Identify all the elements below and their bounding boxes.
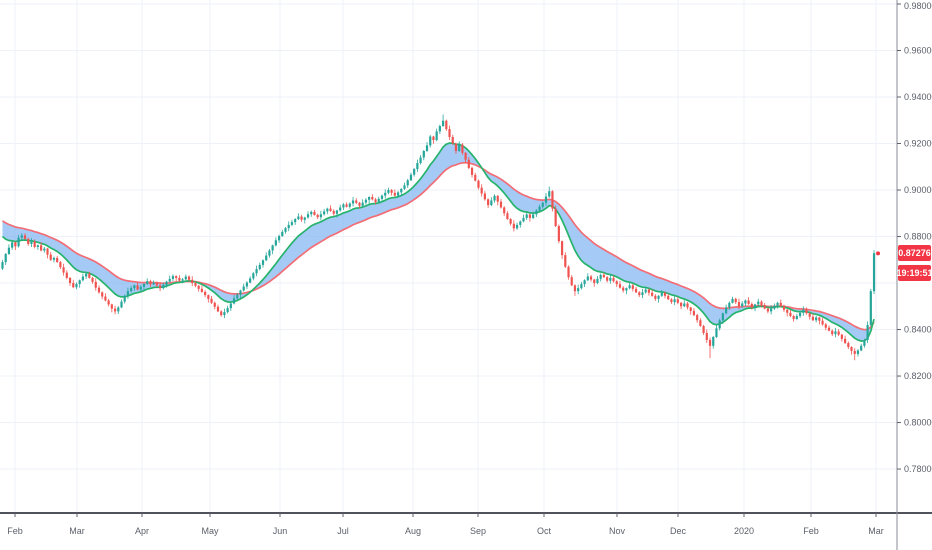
chart-pane[interactable] xyxy=(0,0,897,513)
x-axis-label: Sep xyxy=(470,526,486,536)
current-price-marker xyxy=(876,251,881,256)
bar-countdown-label: 19:19:51 xyxy=(896,265,932,281)
x-axis-label: Dec xyxy=(670,526,687,536)
grid xyxy=(0,0,897,513)
last-price-label: 0.87276 xyxy=(898,245,931,261)
x-axis-label: Aug xyxy=(405,526,421,536)
x-axis-label: Feb xyxy=(803,526,819,536)
candles xyxy=(1,114,876,361)
y-axis-label: 0.90000 xyxy=(904,185,932,195)
ribbon-fill xyxy=(2,143,874,341)
x-axis-label: 2020 xyxy=(734,526,754,536)
y-axis-label: 0.98000 xyxy=(904,1,932,11)
y-axis-label: 0.80000 xyxy=(904,418,932,428)
x-axis-label: Jul xyxy=(337,526,349,536)
x-axis-label: Jun xyxy=(273,526,288,536)
y-axis-label: 0.78000 xyxy=(904,464,932,474)
x-axis-label: May xyxy=(201,526,219,536)
x-axis-label: Nov xyxy=(609,526,626,536)
y-axis-label: 0.96000 xyxy=(904,46,932,56)
y-axis-label: 0.82000 xyxy=(904,371,932,381)
y-axis-label: 0.92000 xyxy=(904,139,932,149)
x-axis-label: Feb xyxy=(7,526,23,536)
price-axis-labels: 0.98000 0.96000 0.94000 0.92000 0.90000 0.880… xyxy=(897,1,932,474)
time-axis-labels: Feb Mar Apr May Jun Jul Aug Sep Oct Nov Dec 2020 Feb… xyxy=(7,513,884,536)
x-axis-label: Oct xyxy=(537,526,552,536)
y-axis-label: 0.94000 xyxy=(904,92,932,102)
ema-fast-line xyxy=(1,142,875,342)
x-axis-label: Apr xyxy=(135,526,149,536)
y-axis-label: 0.88000 xyxy=(904,232,932,242)
x-axis-label: Mar xyxy=(868,526,884,536)
x-axis-label: Mar xyxy=(69,526,85,536)
y-axis-label: 0.84000 xyxy=(904,325,932,335)
time-axis[interactable] xyxy=(0,513,932,550)
